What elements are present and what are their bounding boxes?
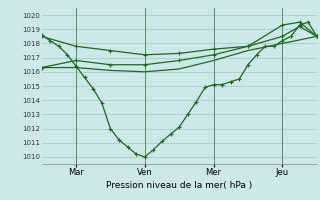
X-axis label: Pression niveau de la mer( hPa ): Pression niveau de la mer( hPa ) xyxy=(106,181,252,190)
